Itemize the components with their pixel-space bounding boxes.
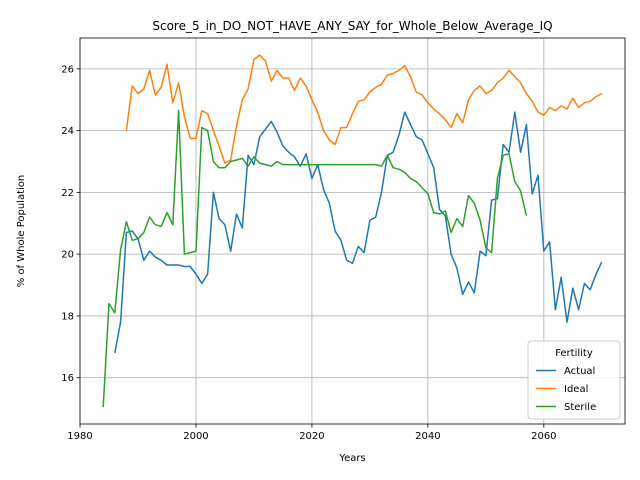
x-tick-label: 2000 bbox=[183, 431, 208, 442]
series-line-sterile bbox=[102, 109, 528, 408]
x-tick-label: 2040 bbox=[415, 431, 440, 442]
legend-entries: Actual Ideal Sterile bbox=[536, 366, 596, 413]
y-axis-label: % of Whole Population bbox=[16, 175, 27, 288]
y-tick-label: 24 bbox=[61, 126, 74, 137]
series-layer bbox=[102, 54, 603, 408]
y-tick-label: 22 bbox=[61, 188, 74, 199]
series-line-actual bbox=[114, 111, 603, 354]
legend-title: Fertility bbox=[555, 348, 593, 359]
x-tick-label: 2020 bbox=[299, 431, 324, 442]
x-tick-label: 1980 bbox=[67, 431, 92, 442]
y-tick-label: 20 bbox=[61, 250, 74, 261]
plot-frame bbox=[79, 37, 626, 425]
series-line-ideal bbox=[125, 54, 603, 164]
chart-title: Score_5_in_DO_NOT_HAVE_ANY_SAY_for_Whole… bbox=[152, 19, 552, 33]
legend: Fertility Actual Ideal Sterile bbox=[527, 340, 621, 420]
legend-label-sterile: Sterile bbox=[564, 402, 596, 413]
y-tick-label: 16 bbox=[61, 373, 74, 384]
x-tick-label: 2060 bbox=[531, 431, 556, 442]
x-axis-ticks: 1980 2000 2020 2040 2060 bbox=[67, 424, 557, 442]
y-tick-label: 26 bbox=[61, 64, 74, 75]
y-axis-ticks: 16 18 20 22 24 26 bbox=[61, 64, 80, 384]
legend-label-ideal: Ideal bbox=[564, 384, 588, 395]
legend-label-actual: Actual bbox=[564, 366, 595, 377]
y-tick-label: 18 bbox=[61, 311, 74, 322]
x-axis-label: Years bbox=[338, 453, 365, 464]
legend-box bbox=[527, 340, 621, 420]
grid bbox=[79, 38, 625, 424]
